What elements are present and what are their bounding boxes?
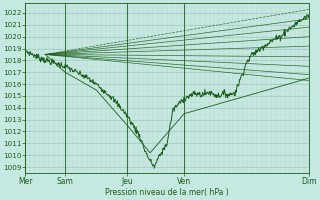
X-axis label: Pression niveau de la mer( hPa ): Pression niveau de la mer( hPa ) [105,188,229,197]
